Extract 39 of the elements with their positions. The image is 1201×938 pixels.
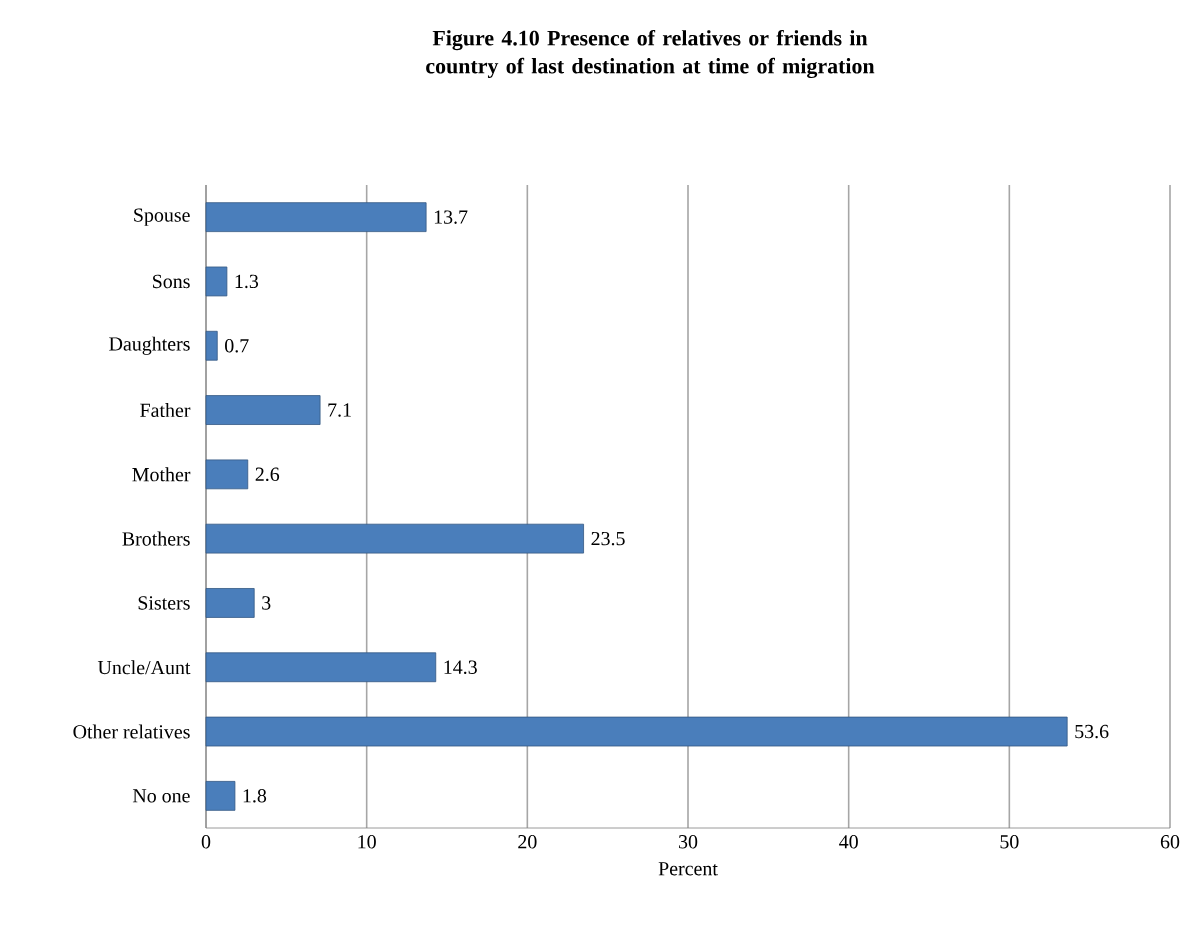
y-tick-label: Other relatives	[73, 724, 190, 739]
y-tick-label: Sons	[153, 274, 190, 289]
y-tick-label: Spouse	[134, 208, 190, 226]
y-tick-label: Mother	[132, 467, 191, 482]
x-tick-label: 30	[679, 835, 698, 849]
x-tick-label: 60	[1160, 835, 1180, 849]
bar	[205, 652, 437, 683]
y-tick-label: Brothers	[122, 531, 190, 546]
y-tick-label: No one	[132, 789, 190, 803]
bar	[205, 395, 321, 425]
x-tick-label: 0	[201, 835, 211, 849]
y-tick-label: Uncle/Aunt	[97, 660, 191, 675]
data-label: 13.7	[434, 210, 468, 224]
data-label: 0.7	[225, 338, 249, 353]
data-label: 1.8	[243, 789, 267, 803]
bar	[205, 523, 584, 554]
bar	[205, 459, 249, 490]
data-label: 53.6	[1075, 724, 1109, 739]
data-label: 2.6	[255, 467, 280, 482]
x-tick-label: 10	[358, 835, 376, 849]
data-label: 23.5	[591, 531, 625, 546]
bar	[205, 202, 427, 233]
bar	[205, 716, 1068, 747]
y-tick-label: Daughters	[109, 336, 190, 355]
data-label: 14.3	[444, 660, 477, 674]
y-tick-label: Father	[140, 403, 191, 418]
data-label: 7.1	[328, 403, 351, 417]
bar	[205, 780, 236, 811]
x-tick-label: 20	[518, 835, 537, 849]
data-label: 3	[262, 596, 271, 610]
bar	[205, 266, 228, 297]
chart-title: Figure 4.10 Presence of relatives or friends in country of last destination at time of migration	[426, 29, 875, 79]
bar	[205, 588, 255, 618]
x-tick-label: 50	[1000, 835, 1019, 849]
x-axis-title: Percent	[658, 862, 718, 876]
y-tick-label: Sisters	[138, 596, 190, 610]
bar	[205, 330, 218, 361]
data-label: 1.3	[235, 274, 259, 289]
x-tick-label: 40	[839, 835, 858, 849]
